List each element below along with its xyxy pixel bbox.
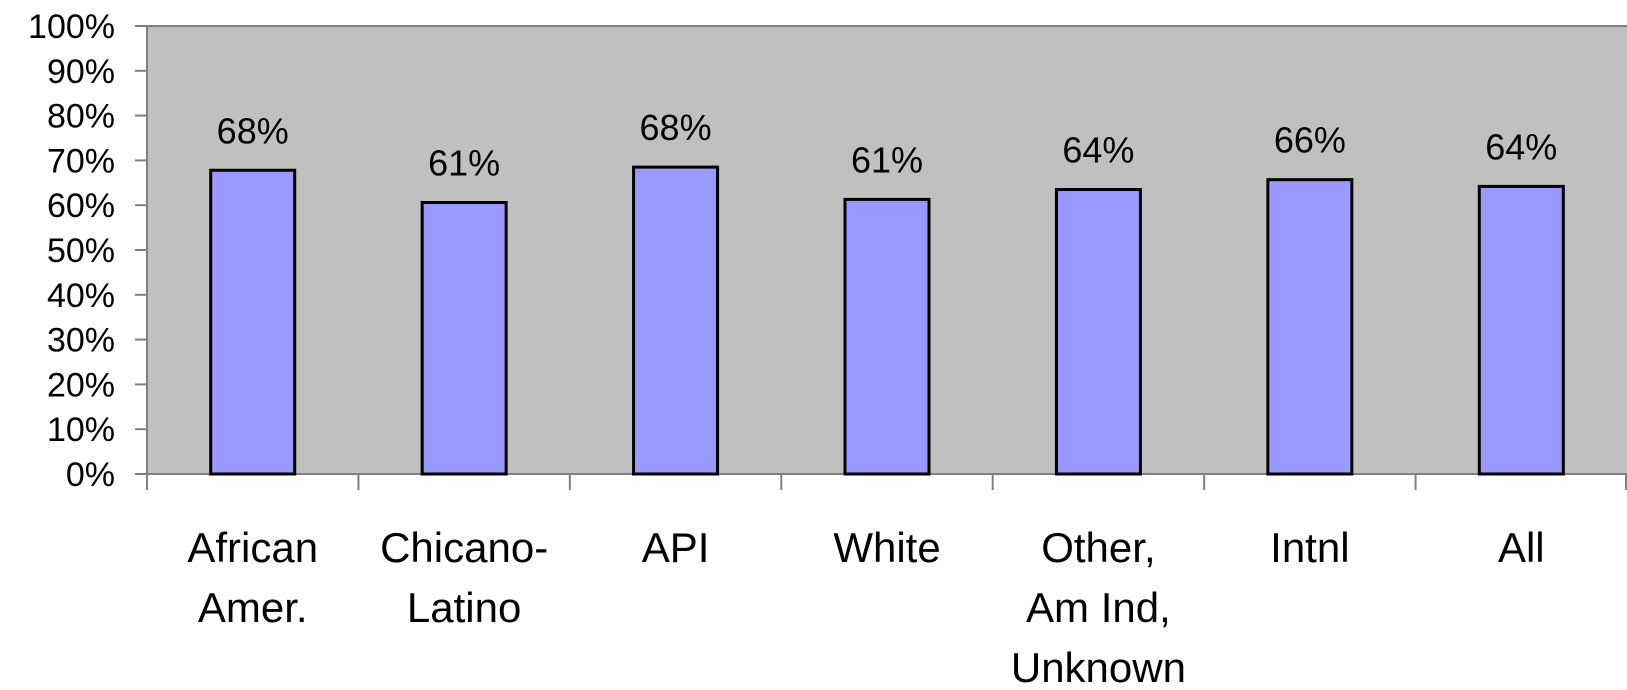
x-tick-label: API — [642, 524, 710, 571]
bar-value-label: 61% — [428, 143, 500, 184]
x-tick-label: African Amer. — [187, 524, 318, 631]
x-tick-label-line: Am Ind, — [1026, 584, 1171, 631]
x-tick-label-line: Latino — [407, 584, 521, 631]
x-tick-label-line: African — [187, 524, 318, 571]
bars — [209, 165, 1565, 476]
x-tick-label: Other, Am Ind, Unknown — [1011, 524, 1186, 690]
bar-value-label: 66% — [1274, 120, 1346, 161]
y-tick-label: 0% — [66, 456, 115, 494]
y-tick-label: 80% — [47, 98, 115, 136]
x-tick-labels: African Amer. Chicano- Latino API White Other,… — [187, 524, 1544, 690]
x-tick-label-line: API — [642, 524, 710, 571]
x-tick-label-line: Amer. — [198, 584, 308, 631]
x-tick-label-line: White — [833, 524, 940, 571]
bar — [843, 197, 931, 476]
bar — [1477, 184, 1565, 476]
bar-value-label: 64% — [1485, 126, 1557, 167]
y-tick-label: 70% — [47, 142, 115, 180]
x-tick-label-line: All — [1498, 524, 1545, 571]
data-labels: 68% 61% 68% 61% 64% 66% 64% — [217, 107, 1558, 183]
y-tick-label: 10% — [47, 411, 115, 449]
bar — [420, 201, 508, 476]
y-tick-label: 20% — [47, 366, 115, 404]
bar-value-label: 68% — [217, 110, 289, 151]
bar — [1054, 188, 1142, 476]
y-tick-label: 60% — [47, 187, 115, 225]
y-tick-label: 30% — [47, 322, 115, 360]
x-tick-label: Intnl — [1270, 524, 1349, 571]
bar-value-label: 64% — [1062, 130, 1134, 171]
y-tick-label: 100% — [28, 8, 115, 46]
x-tick-label-line: Chicano- — [380, 524, 548, 571]
bar — [209, 168, 297, 476]
x-axis — [146, 473, 1627, 490]
x-tick-label-line: Other, — [1041, 524, 1155, 571]
x-tick-label-line: Intnl — [1270, 524, 1349, 571]
bar — [632, 165, 720, 476]
x-tick-label: Chicano- Latino — [380, 524, 548, 631]
x-tick-label: White — [833, 524, 940, 571]
x-tick-label-line: Unknown — [1011, 644, 1186, 690]
x-tick-label: All — [1498, 524, 1545, 571]
bar-value-label: 68% — [640, 107, 712, 148]
y-tick-label: 90% — [47, 53, 115, 91]
y-tick-label: 40% — [47, 277, 115, 315]
y-tick-label: 50% — [47, 232, 115, 270]
bar-value-label: 61% — [851, 139, 923, 180]
bar — [1266, 178, 1354, 476]
y-axis: 0% 10% 20% 30% 40% 50% 60% 70% 80% 90% 100% — [28, 8, 1627, 494]
